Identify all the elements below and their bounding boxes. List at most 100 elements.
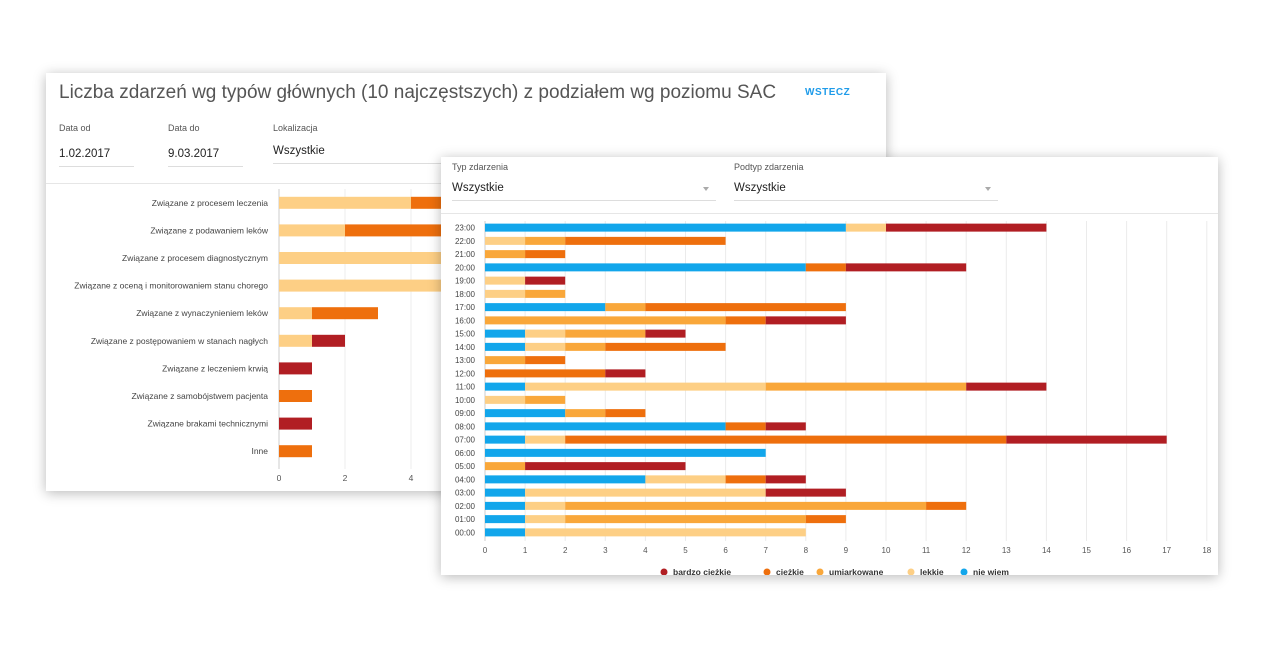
bar-nie-wiem (485, 475, 646, 484)
bar-umiarkowane (525, 236, 566, 245)
chevron-down-icon[interactable] (985, 187, 991, 191)
hour-label: 02:00 (455, 502, 476, 511)
bar-umiarkowane (565, 409, 606, 418)
bar-nie-wiem (485, 303, 606, 312)
category-label: Związane z podawaniem leków (150, 225, 269, 235)
hour-label: 16:00 (455, 316, 476, 325)
category-label: Związane z samobójstwem pacjenta (131, 391, 268, 401)
hour-label: 03:00 (455, 489, 476, 498)
bar-ci-kie (805, 263, 846, 272)
category-label: Inne (251, 446, 268, 456)
x-tick-label: 1 (523, 546, 528, 555)
filters-divider (441, 213, 1218, 214)
legend-label: lekkie (920, 567, 944, 575)
bar-umiarkowane (565, 501, 927, 510)
x-tick-label: 7 (763, 546, 768, 555)
bar-lekkie (525, 342, 566, 351)
bar-ci-kie (279, 390, 312, 402)
back-button[interactable]: WSTECZ (805, 87, 851, 98)
legend-label: nie wiem (973, 567, 1009, 575)
legend-label: bardzo ciężkie (673, 567, 731, 575)
category-label: Związane z postępowaniem w stanach nagły… (91, 336, 268, 346)
bar-ci-kie (926, 501, 967, 510)
date-from-field[interactable]: 1.02.2017 (59, 148, 134, 167)
bar-bardzo-ci-kie (279, 417, 312, 430)
hour-label: 06:00 (455, 449, 476, 458)
hour-label: 10:00 (455, 396, 476, 405)
x-tick-label: 17 (1162, 546, 1171, 555)
event-subtype-select[interactable]: Wszystkie (734, 182, 998, 201)
bar-umiarkowane (485, 462, 526, 471)
bar-bardzo-ci-kie (765, 488, 846, 497)
x-tick-label: 11 (922, 546, 931, 555)
legend-marker (763, 568, 771, 575)
bar-umiarkowane (485, 250, 526, 259)
bar-nie-wiem (485, 515, 526, 524)
bar-ci-kie (565, 236, 726, 245)
hour-label: 14:00 (455, 343, 476, 352)
bar-bardzo-ci-kie (645, 329, 686, 338)
date-from-label: Data od (59, 123, 91, 133)
bar-ci-kie (645, 303, 846, 312)
x-tick-label: 2 (343, 473, 348, 483)
event-type-select[interactable]: Wszystkie (452, 182, 716, 201)
date-to-field[interactable]: 9.03.2017 (168, 148, 243, 167)
hour-label: 04:00 (455, 475, 476, 484)
bar-bardzo-ci-kie (765, 475, 806, 484)
legend-label: umiarkowane (829, 567, 884, 575)
bar-lekkie (845, 223, 886, 232)
bar-lekkie (279, 224, 345, 237)
location-select[interactable]: Wszystkie (273, 145, 551, 164)
bar-lekkie (279, 279, 477, 292)
bar-bardzo-ci-kie (312, 334, 345, 347)
bar-bardzo-ci-kie (765, 422, 806, 431)
bar-nie-wiem (485, 448, 766, 457)
category-label: Związane z oceną i monitorowaniem stanu … (74, 281, 268, 291)
x-tick-label: 10 (882, 546, 891, 555)
location-label: Lokalizacja (273, 123, 318, 133)
bar-umiarkowane (765, 382, 967, 391)
bar-nie-wiem (485, 501, 526, 510)
category-label: Związane z procesem diagnostycznym (122, 253, 268, 263)
bar-ci-kie (725, 422, 766, 431)
x-tick-label: 3 (603, 546, 608, 555)
date-to-label: Data do (168, 123, 200, 133)
bar-lekkie (279, 196, 411, 209)
page-title: Liczba zdarzeń wg typów głównych (10 naj… (59, 82, 777, 103)
bar-bardzo-ci-kie (525, 276, 566, 285)
hour-label: 09:00 (455, 409, 476, 418)
x-tick-label: 15 (1082, 546, 1091, 555)
x-tick-label: 2 (563, 546, 568, 555)
hour-label: 18:00 (455, 290, 476, 299)
bar-bardzo-ci-kie (966, 382, 1047, 391)
hour-label: 12:00 (455, 369, 476, 378)
hour-label: 05:00 (455, 462, 476, 471)
hour-label: 08:00 (455, 422, 476, 431)
bar-ci-kie (525, 250, 566, 259)
bar-lekkie (485, 395, 526, 404)
event-subtype-label: Podtyp zdarzenia (734, 162, 804, 172)
hour-label: 15:00 (455, 330, 476, 339)
category-label: Związane z wynaczynieniem leków (136, 308, 269, 318)
bar-nie-wiem (485, 223, 846, 232)
bar-umiarkowane (525, 395, 566, 404)
legend-marker (816, 568, 824, 575)
x-tick-label: 8 (804, 546, 809, 555)
hour-label: 00:00 (455, 528, 476, 537)
hour-label: 22:00 (455, 237, 476, 246)
hour-label: 23:00 (455, 224, 476, 233)
event-type-label: Typ zdarzenia (452, 162, 509, 172)
bar-lekkie (279, 307, 312, 320)
bar-nie-wiem (485, 382, 526, 391)
legend-marker (960, 568, 968, 575)
bar-ci-kie (605, 342, 726, 351)
bar-nie-wiem (485, 528, 526, 537)
chevron-down-icon[interactable] (703, 187, 709, 191)
x-tick-label: 5 (683, 546, 688, 555)
bar-umiarkowane (605, 303, 646, 312)
bar-bardzo-ci-kie (1006, 435, 1167, 444)
bar-umiarkowane (525, 289, 566, 298)
category-label: Związane z leczeniem krwią (162, 363, 268, 373)
bar-lekkie (525, 501, 566, 510)
bar-nie-wiem (485, 422, 726, 431)
